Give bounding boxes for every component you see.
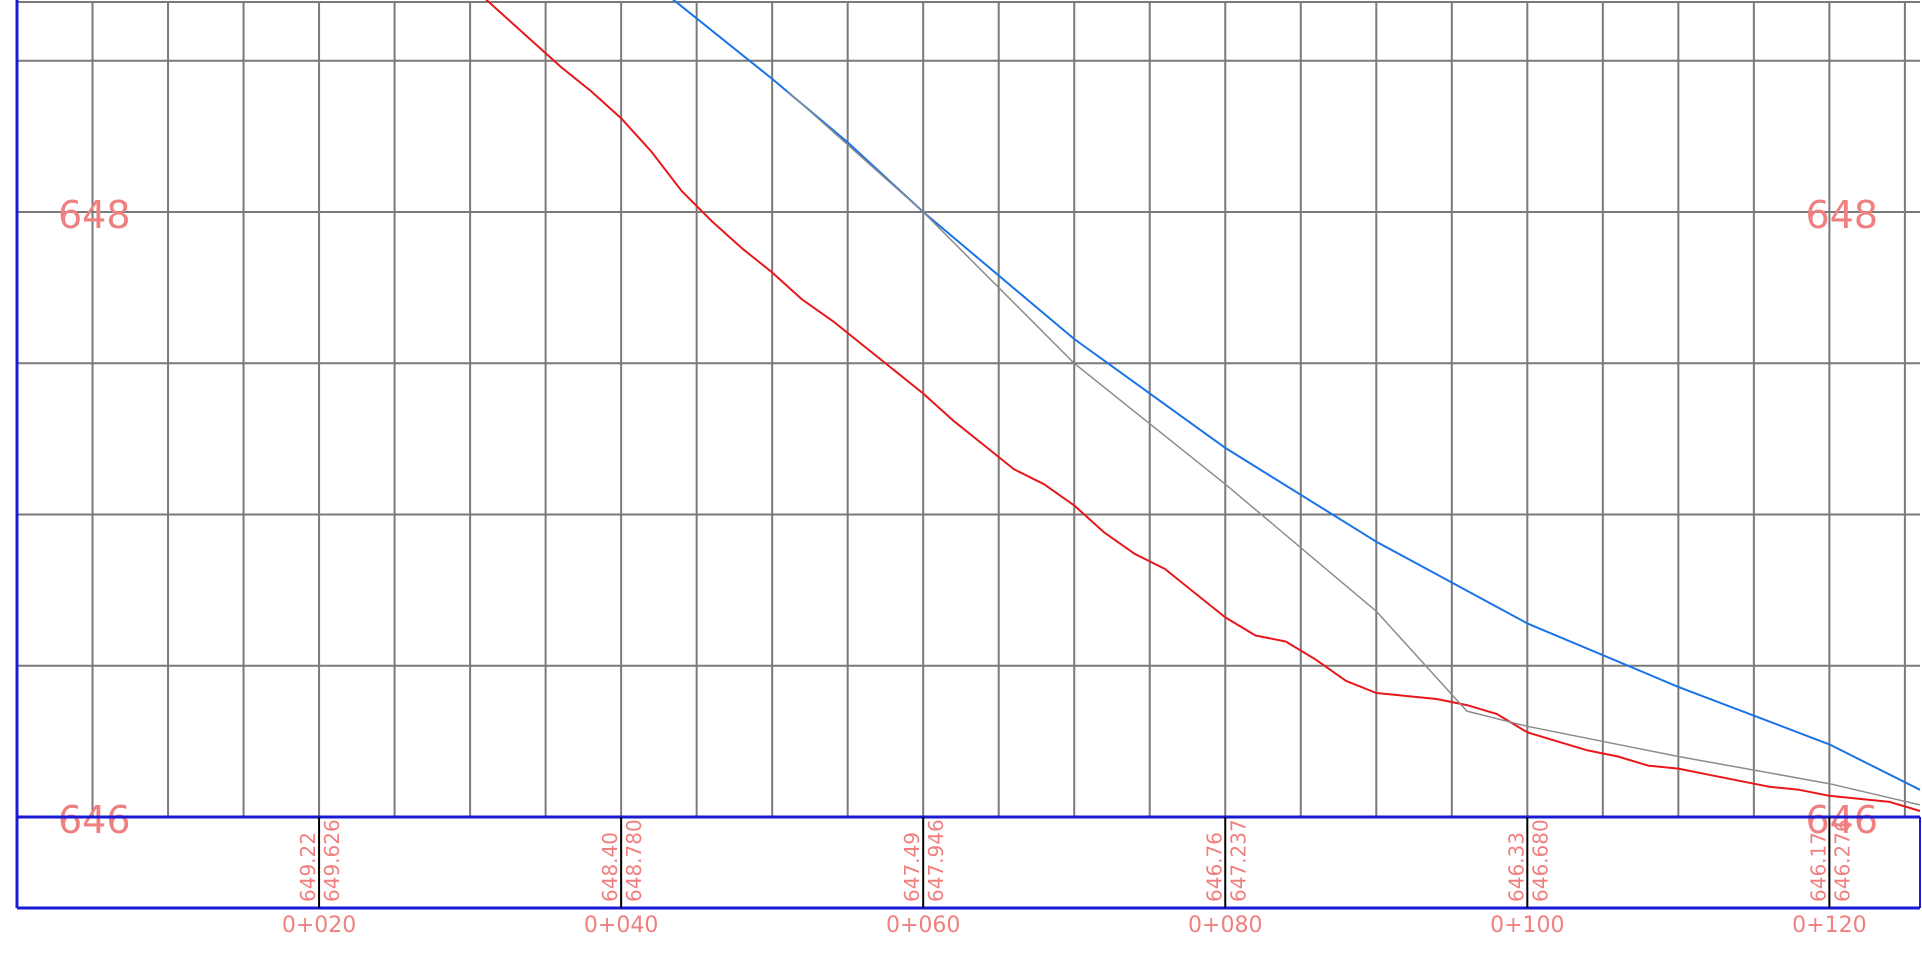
existing-elevation-label: 648.40 <box>598 832 622 902</box>
existing-elevation-label: 646.76 <box>1202 832 1226 902</box>
existing-elevation-label: 646.17 <box>1806 832 1830 902</box>
station-label: 0+080 <box>1188 913 1262 938</box>
station-label: 0+060 <box>886 913 960 938</box>
elevation-tick-label: 646 <box>1805 798 1878 842</box>
series-layer <box>485 0 1921 812</box>
station-label: 0+120 <box>1792 913 1866 938</box>
design-elevation-label: 646.680 <box>1528 819 1552 902</box>
design-elevation-label: 649.626 <box>320 819 344 902</box>
series-line-alternate-profile <box>786 90 1921 806</box>
elevation-tick-label: 648 <box>58 193 131 237</box>
station-layer: 649.22 649.626 0+020 648.40 648.780 0+040 647.… <box>282 817 1867 938</box>
station-label: 0+040 <box>584 913 658 938</box>
existing-elevation-label: 647.49 <box>900 832 924 902</box>
design-elevation-label: 646.276 <box>1830 819 1854 902</box>
elevation-labels: 650650648648646646 <box>58 193 1878 842</box>
station-label: 0+100 <box>1490 913 1564 938</box>
design-elevation-label: 648.780 <box>622 819 646 902</box>
grid <box>17 1 1920 817</box>
elevation-tick-label: 646 <box>58 798 131 842</box>
design-elevation-label: 647.237 <box>1226 819 1250 902</box>
station-label: 0+020 <box>282 913 356 938</box>
design-elevation-label: 647.946 <box>924 819 948 902</box>
elevation-tick-label: 648 <box>1805 193 1878 237</box>
frame <box>15 0 1921 910</box>
existing-elevation-label: 649.22 <box>296 832 320 902</box>
series-line-existing-ground <box>485 0 1921 812</box>
existing-elevation-label: 646.33 <box>1504 832 1528 902</box>
